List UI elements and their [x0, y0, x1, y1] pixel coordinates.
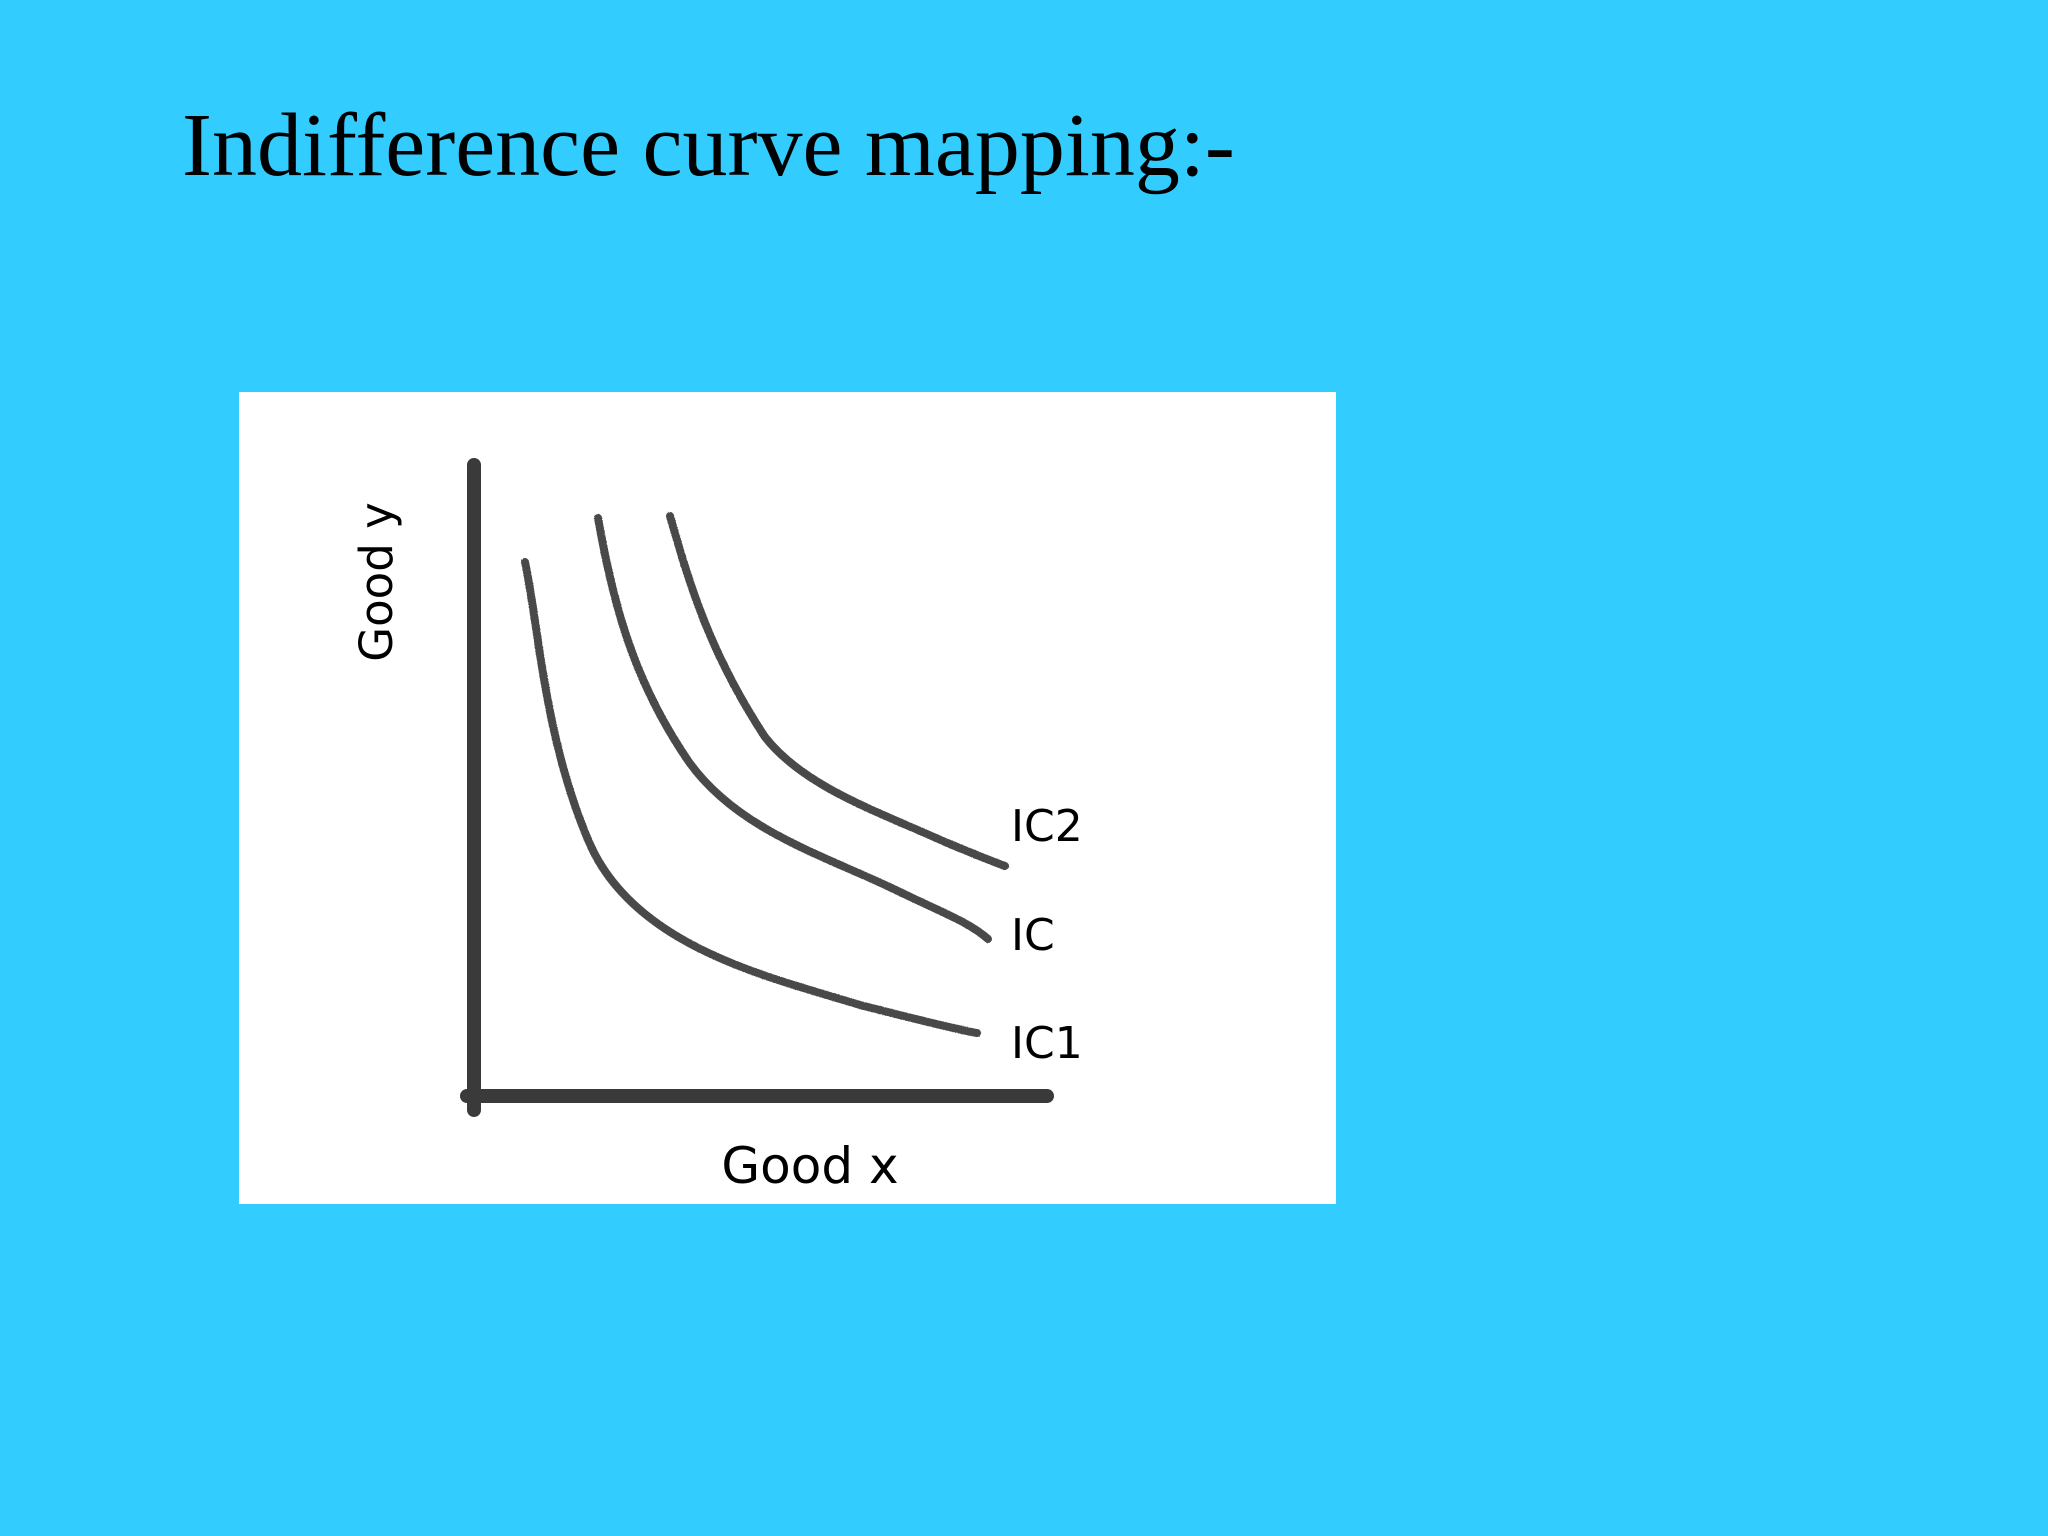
- curve-ic1: [521, 558, 981, 1037]
- curve-label-ic1: IC1: [1011, 1018, 1083, 1069]
- curve-ic: [594, 514, 992, 943]
- x-axis-label: Good x: [721, 1137, 898, 1195]
- y-axis-label: Good y: [350, 502, 403, 661]
- slide-title: Indifference curve mapping:-: [182, 96, 1235, 195]
- diagram-panel: Good y Good x IC2 IC IC1: [239, 392, 1336, 1204]
- curve-label-ic: IC: [1011, 910, 1055, 961]
- curve-ic2: [666, 512, 1009, 870]
- indifference-curve-diagram: Good y Good x IC2 IC IC1: [350, 458, 1083, 1195]
- curve-label-ic2: IC2: [1011, 801, 1083, 852]
